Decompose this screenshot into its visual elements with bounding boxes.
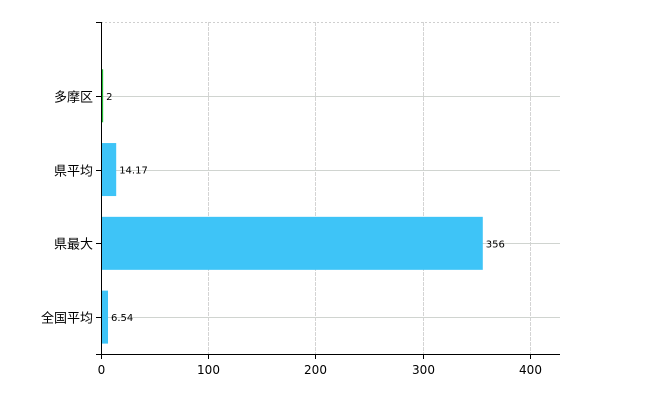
axes [96,22,560,359]
category-label: 県最大 [54,238,93,253]
bar [101,69,104,123]
x-tick-label: 400 [519,363,542,377]
bars [101,69,483,344]
grid [101,22,560,354]
category-label: 全国平均 [41,311,93,327]
data-label: 6.54 [111,313,133,324]
bar [101,216,483,270]
data-label: 14.17 [119,166,148,177]
x-tick-label: 300 [412,363,435,377]
category-label: 県平均 [54,165,93,180]
x-tick-label: 100 [197,363,220,377]
x-tick-label: 200 [304,363,327,377]
data-label: 2 [106,92,112,103]
data-label: 356 [486,239,505,250]
x-tick-label: 0 [98,363,106,377]
category-label: 多摩区 [54,90,93,106]
bar [101,143,117,197]
bar [101,290,109,344]
